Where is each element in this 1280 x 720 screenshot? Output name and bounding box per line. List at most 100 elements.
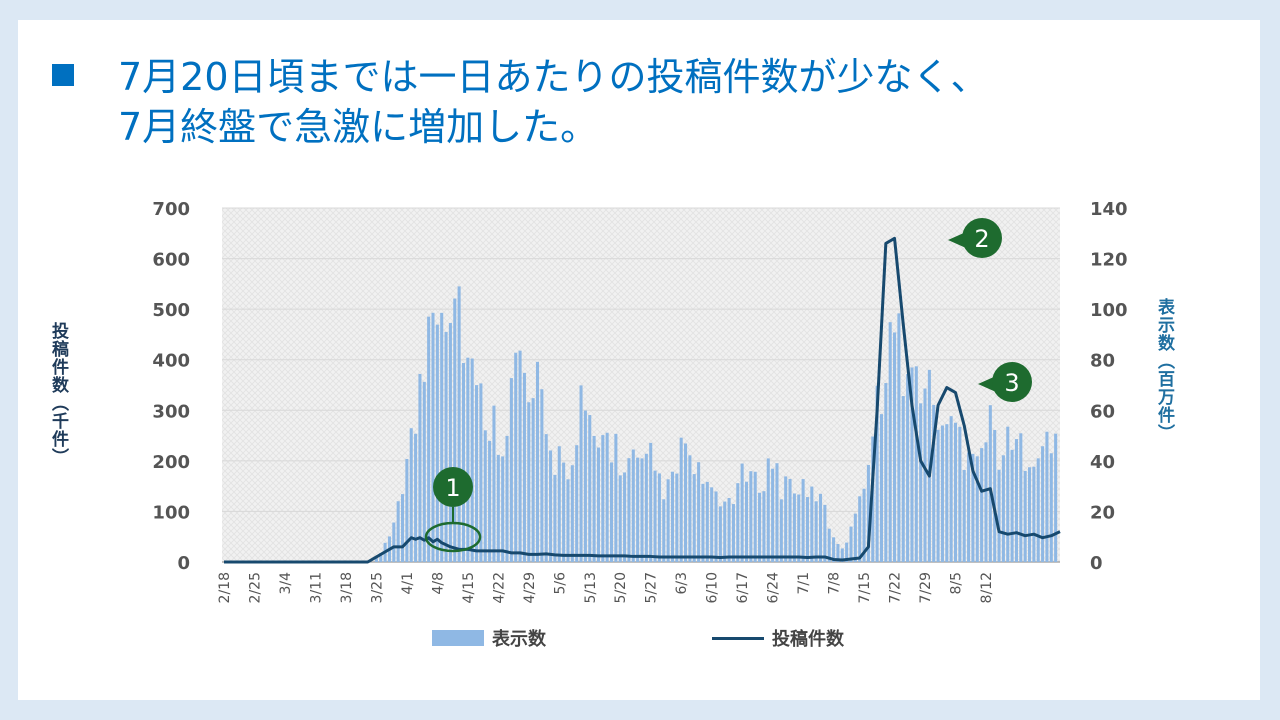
bar xyxy=(962,469,966,562)
bar xyxy=(549,450,553,562)
bar xyxy=(448,322,452,562)
y-right-tick: 100 xyxy=(1090,300,1128,321)
bar xyxy=(862,488,866,562)
bar xyxy=(901,396,905,562)
bar xyxy=(997,469,1001,562)
bar xyxy=(919,403,923,562)
bar xyxy=(762,491,766,562)
bar xyxy=(714,491,718,562)
bar xyxy=(666,479,670,562)
title-line-2: 7月終盤で急激に増加した。 xyxy=(118,105,599,149)
bar xyxy=(374,558,378,562)
highlight-ellipse xyxy=(424,521,482,553)
bar xyxy=(592,435,596,562)
bar xyxy=(540,389,544,562)
bar xyxy=(779,499,783,562)
bar xyxy=(583,410,587,562)
marker-1-circle xyxy=(433,467,473,507)
bar xyxy=(1041,446,1045,562)
bar xyxy=(636,457,640,562)
y-right-tick: 20 xyxy=(1090,502,1115,523)
bar xyxy=(470,358,474,562)
bar xyxy=(649,442,653,562)
bar xyxy=(832,537,836,562)
bar xyxy=(688,455,692,562)
bar xyxy=(718,506,722,562)
bar xyxy=(875,385,879,562)
x-tick-label: 7/15 xyxy=(857,572,873,603)
bar xyxy=(514,352,518,562)
bar xyxy=(818,493,823,562)
bar xyxy=(453,298,457,562)
bar xyxy=(1027,467,1032,562)
y-right-tick: 140 xyxy=(1090,199,1128,220)
bar xyxy=(566,479,570,562)
bar xyxy=(409,428,413,562)
line-series xyxy=(224,236,1061,564)
title-line-1: 7月20日頃までは一日あたりの投稿件数が少なく、 xyxy=(118,55,989,99)
bar xyxy=(662,499,666,562)
bar xyxy=(1014,439,1018,562)
bar xyxy=(379,552,383,562)
bar xyxy=(775,463,779,562)
bar xyxy=(679,437,683,562)
bar xyxy=(701,483,705,562)
bar xyxy=(457,286,461,562)
bar xyxy=(866,464,870,562)
bar xyxy=(614,433,618,562)
bar xyxy=(623,472,627,562)
bar xyxy=(1032,466,1036,562)
bar xyxy=(1023,470,1027,562)
marker-1-label: 1 xyxy=(445,474,460,502)
bar xyxy=(879,414,884,562)
annotations: 1 2 3 xyxy=(424,218,1032,553)
x-tick-label: 4/15 xyxy=(461,572,477,603)
bar xyxy=(483,430,487,562)
x-tick-label: 4/29 xyxy=(522,572,538,603)
bar xyxy=(488,440,492,562)
bar xyxy=(945,424,949,562)
y-left-tick: 100 xyxy=(152,502,190,523)
bar xyxy=(914,366,918,562)
y-left-tick: 700 xyxy=(152,199,190,220)
bar xyxy=(749,471,753,562)
bar xyxy=(971,453,975,562)
bar xyxy=(744,481,749,562)
bar xyxy=(400,494,405,562)
bar xyxy=(988,405,992,562)
x-tick-label: 4/22 xyxy=(491,572,507,603)
bar xyxy=(544,434,548,562)
bar xyxy=(527,402,531,562)
bar xyxy=(422,381,426,562)
legend-swatch-bar xyxy=(432,630,484,646)
y-left-tick: 0 xyxy=(177,553,190,574)
series-line xyxy=(224,236,1061,564)
bar xyxy=(858,496,862,562)
bar xyxy=(849,526,853,562)
bar xyxy=(579,385,583,562)
bar xyxy=(609,462,614,562)
x-tick-label: 7/29 xyxy=(918,572,934,603)
x-tick-label: 3/18 xyxy=(339,572,355,603)
y-right-tick: 0 xyxy=(1090,553,1103,574)
bar xyxy=(505,435,509,562)
y-right-label: 表示数（百万件） xyxy=(1154,298,1174,442)
bar xyxy=(814,501,818,562)
bar xyxy=(392,522,396,562)
bar xyxy=(949,416,953,562)
bar xyxy=(897,313,901,562)
bar xyxy=(492,405,496,562)
bar xyxy=(906,374,910,562)
bar xyxy=(531,398,535,562)
bar xyxy=(522,372,526,562)
bar xyxy=(596,447,600,562)
bar-series xyxy=(374,286,1058,562)
bar xyxy=(605,432,609,562)
x-tick-label: 7/22 xyxy=(888,572,904,603)
bar xyxy=(801,479,805,562)
x-tick-label: 2/18 xyxy=(217,572,233,603)
bar xyxy=(692,474,696,562)
bar xyxy=(853,513,857,562)
bar xyxy=(644,453,648,562)
